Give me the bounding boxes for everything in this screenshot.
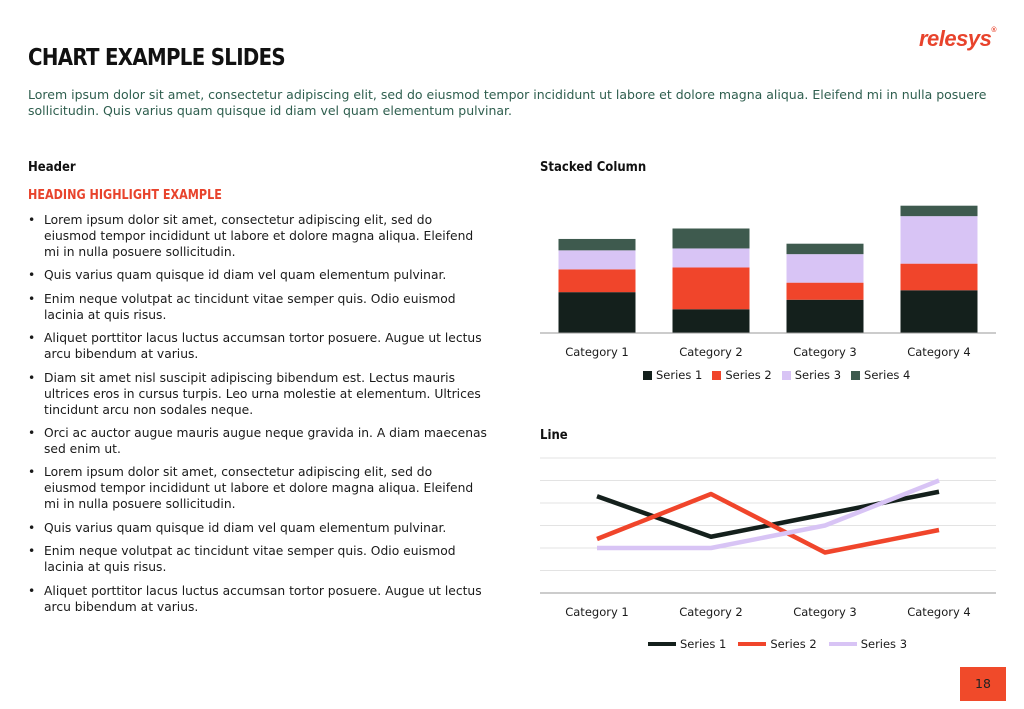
stacked-chart-legend: Series 1 Series 2 Series 3 Series 4: [643, 368, 910, 382]
logo-registered-mark: ®: [991, 27, 996, 34]
bar-segment: [900, 205, 978, 217]
left-header: Header: [28, 160, 76, 175]
line-chart: Category 1 Category 2 Category 3 Category 4: [540, 457, 996, 619]
bullet-item: Aliquet porttitor lacus luctus accumsan …: [28, 330, 488, 362]
slide-intro: Lorem ipsum dolor sit amet, consectetur …: [28, 87, 987, 118]
bar-segment: [786, 254, 864, 283]
x-tick-label: Category 3: [793, 605, 857, 619]
logo-text: relesys: [918, 26, 992, 51]
legend-series-3: Series 3: [781, 368, 842, 382]
stacked-chart-title: Stacked Column: [540, 160, 647, 175]
bullet-item: Quis varius quam quisque id diam vel qua…: [28, 267, 488, 283]
bullet-item: Enim neque volutpat ac tincidunt vitae s…: [28, 543, 488, 575]
bar-segment: [558, 269, 636, 293]
legend-label: Series 1: [656, 368, 703, 382]
bar-segment: [900, 263, 978, 291]
bar-segment: [672, 228, 750, 249]
x-tick-label: Category 4: [907, 605, 971, 619]
bullet-list: Lorem ipsum dolor sit amet, consectetur …: [28, 212, 488, 622]
bullet-item: Enim neque volutpat ac tincidunt vitae s…: [28, 291, 488, 323]
legend-series-1: Series 1: [648, 637, 726, 651]
legend-line-swatch: [828, 642, 857, 646]
legend-line-swatch: [648, 642, 676, 646]
bar-segment: [672, 309, 750, 333]
bar-segment: [900, 216, 978, 264]
legend-line-swatch: [738, 642, 767, 646]
x-tick-label: Category 3: [793, 345, 857, 359]
bullet-item: Lorem ipsum dolor sit amet, consectetur …: [28, 212, 488, 260]
series-line: [596, 491, 940, 555]
bar-segment: [672, 267, 750, 310]
heading-highlight: HEADING HIGHLIGHT EXAMPLE: [28, 188, 222, 203]
bar-segment: [558, 238, 636, 251]
x-tick-label: Category 1: [565, 605, 629, 619]
legend-series-2: Series 2: [712, 368, 772, 382]
legend-swatch: [712, 370, 722, 380]
legend-label: Series 3: [794, 368, 842, 382]
legend-swatch: [643, 370, 652, 380]
legend-series-1: Series 1: [643, 368, 702, 382]
bar-segment: [558, 250, 636, 270]
legend-swatch: [851, 370, 861, 380]
bullet-item: Quis varius quam quisque id diam vel qua…: [28, 520, 488, 536]
line-chart-title: Line: [540, 428, 568, 443]
legend-label: Series 4: [864, 368, 911, 382]
x-tick-label: Category 2: [679, 605, 743, 619]
page-number-badge: 18: [960, 667, 1006, 701]
legend-label: Series 3: [860, 637, 908, 651]
x-tick-label: Category 2: [679, 345, 743, 359]
legend-series-4: Series 4: [851, 368, 910, 382]
legend-label: Series 2: [770, 637, 817, 651]
bullet-item: Lorem ipsum dolor sit amet, consectetur …: [28, 464, 488, 512]
line-chart-legend: Series 1 Series 2 Series 3: [648, 637, 907, 651]
stacked-column-chart: Category 1 Category 2 Category 3 Category 4: [540, 205, 996, 359]
bullet-item: Aliquet porttitor lacus luctus accumsan …: [28, 583, 488, 615]
bar-segment: [672, 248, 750, 268]
bar-segment: [558, 292, 636, 333]
legend-label: Series 2: [725, 368, 772, 382]
bar-segment: [786, 299, 864, 333]
bullet-item: Orci ac auctor augue mauris augue neque …: [28, 425, 488, 457]
x-tick-label: Category 4: [907, 345, 971, 359]
bar-segment: [900, 290, 978, 333]
series-line: [597, 478, 940, 551]
legend-swatch: [781, 370, 791, 380]
brand-logo: relesys®: [919, 26, 996, 52]
x-tick-label: Category 1: [565, 345, 629, 359]
slide-title: CHART EXAMPLE SLIDES: [28, 45, 286, 71]
legend-label: Series 1: [680, 637, 727, 651]
page-number: 18: [975, 676, 991, 691]
legend-series-2: Series 2: [738, 637, 817, 651]
legend-series-3: Series 3: [828, 637, 908, 651]
bar-segment: [786, 282, 864, 300]
bullet-item: Diam sit amet nisl suscipit adipiscing b…: [28, 370, 488, 418]
bar-segment: [786, 243, 864, 255]
